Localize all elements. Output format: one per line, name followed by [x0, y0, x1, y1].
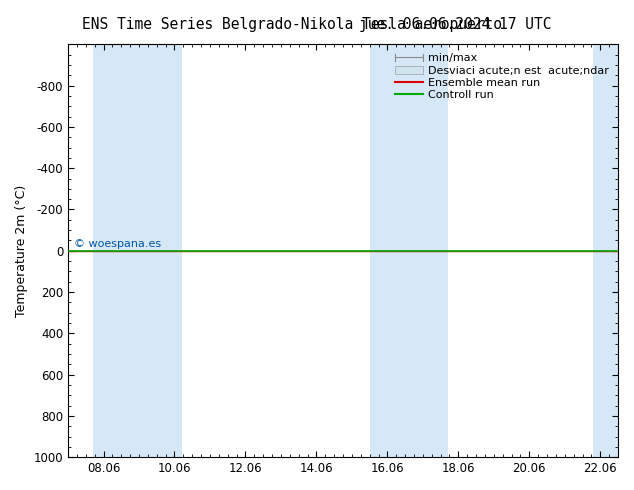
- Bar: [593, 45, 618, 457]
- Y-axis label: Temperature 2m (°C): Temperature 2m (°C): [15, 185, 28, 317]
- Bar: [121, 45, 181, 457]
- Text: ENS Time Series Belgrado-Nikola Tesla aeropuerto: ENS Time Series Belgrado-Nikola Tesla ae…: [82, 17, 502, 32]
- Bar: [370, 45, 398, 457]
- Legend: min/max, Desviaci acute;n est  acute;ndar, Ensemble mean run, Controll run: min/max, Desviaci acute;n est acute;ndar…: [392, 50, 612, 103]
- Text: jue. 06.06.2024 17 UTC: jue. 06.06.2024 17 UTC: [359, 17, 552, 32]
- Text: © woespana.es: © woespana.es: [74, 239, 160, 249]
- Bar: [398, 45, 448, 457]
- Bar: [93, 45, 121, 457]
